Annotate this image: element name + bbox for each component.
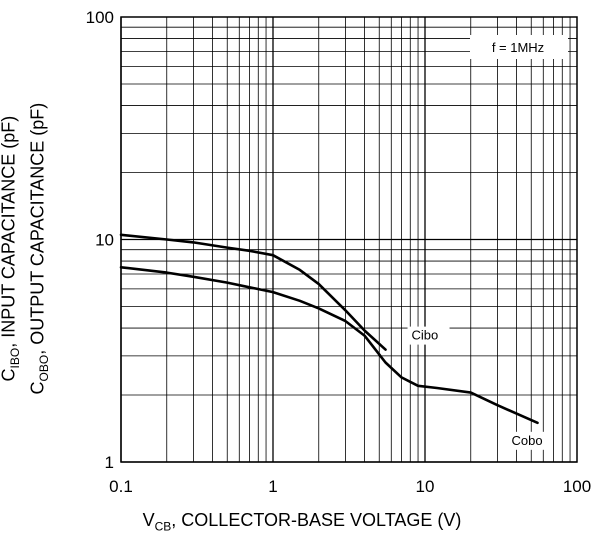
y-tick-label: 100 bbox=[86, 8, 114, 27]
annotation-background bbox=[470, 35, 568, 59]
y-tick-label: 1 bbox=[105, 453, 114, 472]
y-tick-labels: 1 10 100 bbox=[86, 8, 114, 472]
x-axis-label: VCB, COLLECTOR-BASE VOLTAGE (V) bbox=[142, 510, 462, 534]
series-line-cobo bbox=[119, 266, 539, 425]
series-line-cibo bbox=[119, 233, 387, 351]
x-tick-label: 100 bbox=[563, 477, 591, 496]
y-axis-label-line2: COBO, OUTPUT CAPACITANCE (pF) bbox=[27, 102, 51, 395]
series-label-bg bbox=[507, 431, 550, 450]
y-tick-label: 10 bbox=[95, 231, 114, 250]
x-tick-label: 10 bbox=[416, 477, 435, 496]
plot-frame bbox=[120, 16, 578, 463]
series-lines bbox=[119, 233, 539, 425]
x-tick-labels: 0.1 1 10 100 bbox=[109, 477, 591, 496]
x-tick-label: 0.1 bbox=[109, 477, 133, 496]
y-axis-label: CIBO, INPUT CAPACITANCE (pF) COBO, OUTPU… bbox=[0, 79, 55, 419]
x-tick-label: 1 bbox=[268, 477, 277, 496]
series-label-bg bbox=[407, 326, 450, 345]
frequency-annotation: f = 1MHz bbox=[470, 35, 568, 59]
series-label-cibo: Cibo bbox=[412, 328, 439, 343]
series-label-cobo: Cobo bbox=[512, 433, 543, 448]
annotation-text: f = 1MHz bbox=[492, 40, 544, 55]
y-axis-label-line1: CIBO, INPUT CAPACITANCE (pF) bbox=[0, 115, 22, 382]
series-labels: Cibo Cobo bbox=[407, 326, 550, 450]
